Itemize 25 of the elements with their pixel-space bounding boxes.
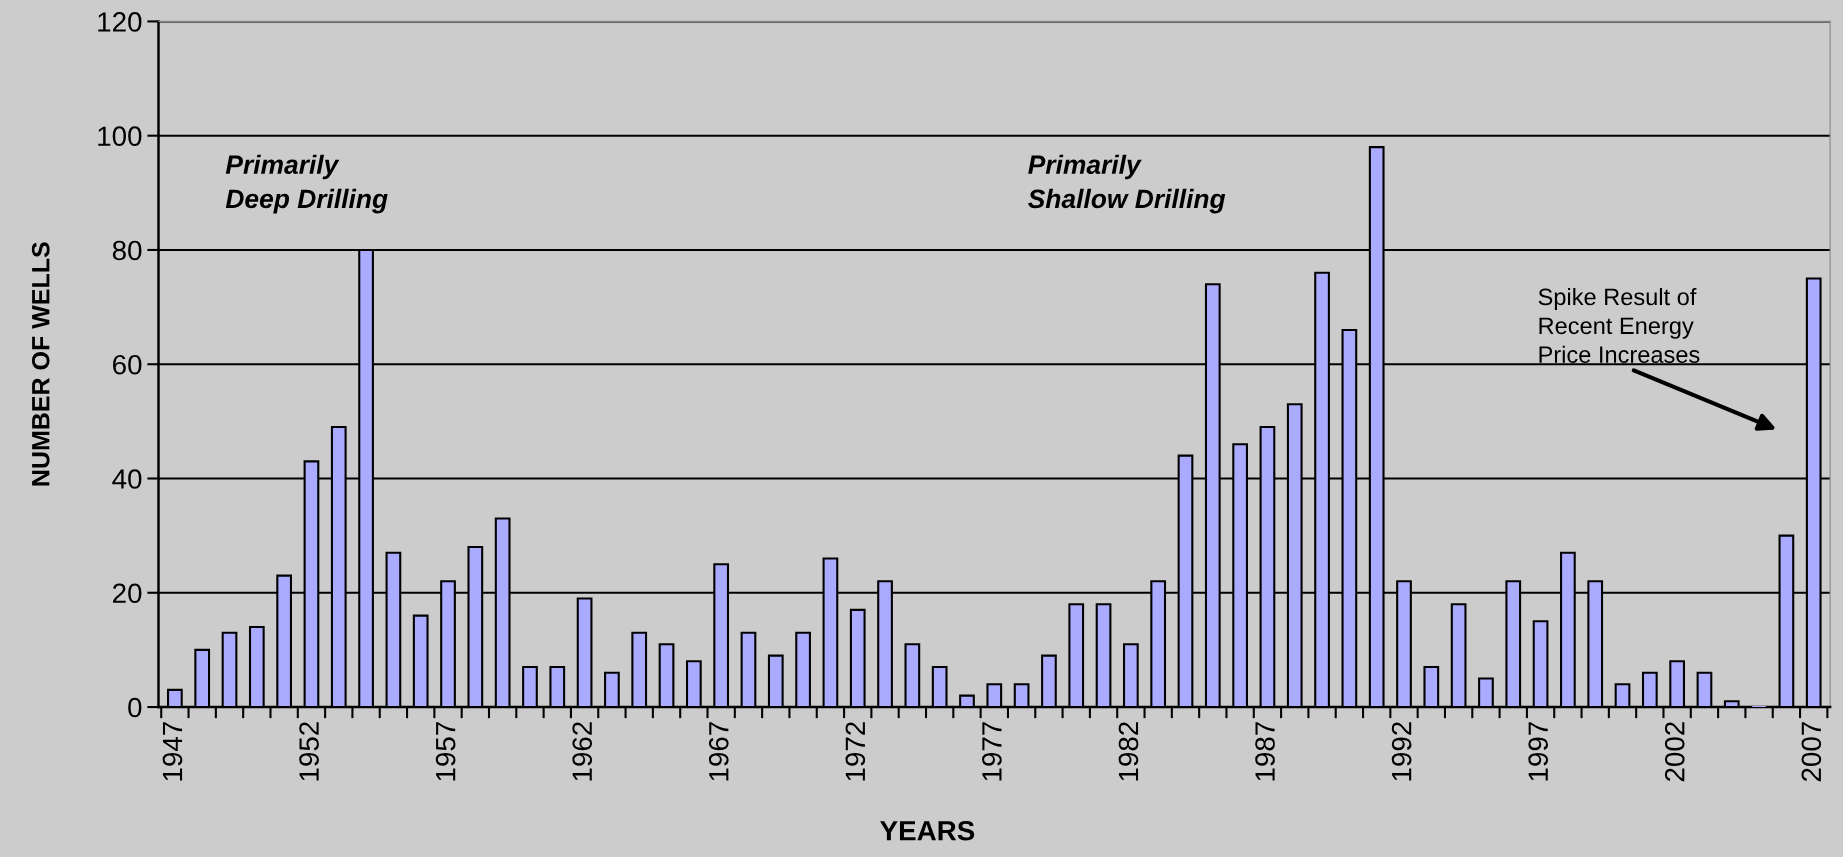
y-tick-label: 100 xyxy=(98,126,142,147)
annotation: Primarily Deep Drilling xyxy=(225,154,388,214)
x-tick-label: 1982 xyxy=(1118,722,1139,781)
y-tick-label: 120 xyxy=(98,12,142,32)
x-tick-label: 1992 xyxy=(1391,722,1412,781)
x-tick-label: 1997 xyxy=(1528,722,1549,781)
x-tick-label: 1962 xyxy=(572,722,593,781)
y-tick-label: 40 xyxy=(112,469,142,489)
annotation: Primarily Shallow Drilling xyxy=(1028,154,1226,214)
x-tick-label: 1977 xyxy=(982,722,1002,781)
y-tick-label: 0 xyxy=(128,697,142,718)
x-tick-label: 1947 xyxy=(162,722,183,781)
x-tick-label: 2002 xyxy=(1664,722,1685,782)
y-tick-label: 60 xyxy=(113,354,142,375)
x-tick-label: 2007 xyxy=(1801,722,1822,782)
x-tick-label: 1972 xyxy=(845,722,866,781)
x-tick-label: 1957 xyxy=(435,722,456,781)
x-tick-label: 1952 xyxy=(299,722,319,781)
x-tick-label: 1967 xyxy=(708,722,729,781)
x-axis-title: YEARS xyxy=(880,820,975,841)
y-tick-label: 80 xyxy=(112,240,142,261)
annotation: Spike Result of Recent Energy Price Increases xyxy=(1538,287,1700,363)
x-tick-label: 1987 xyxy=(1255,722,1275,781)
y-tick-label: 20 xyxy=(113,583,142,604)
y-axis-title: NUMBER OF WELLS xyxy=(31,242,50,486)
